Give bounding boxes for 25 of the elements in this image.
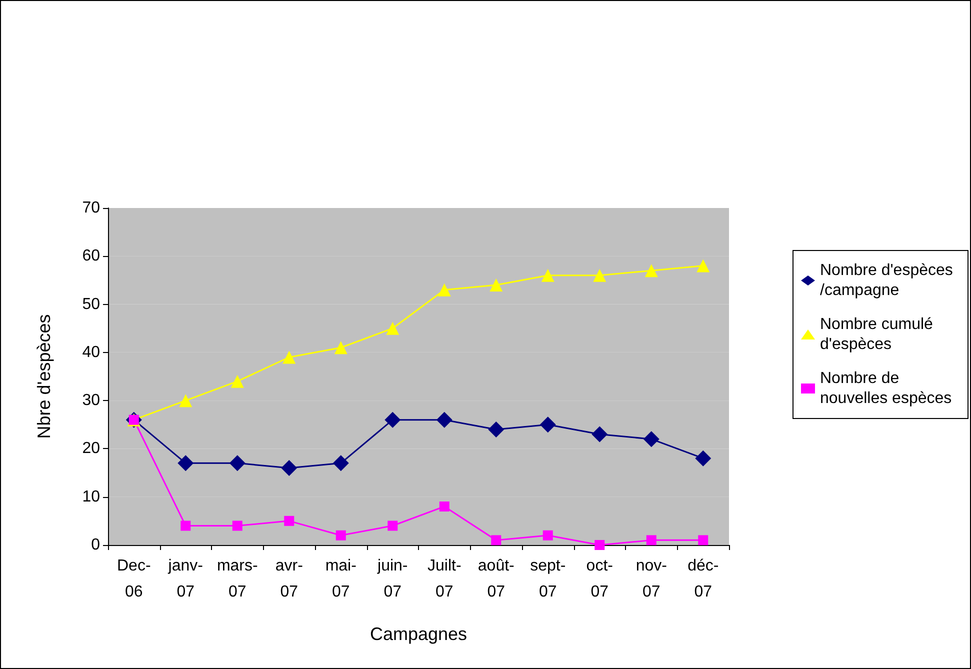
y-tick-label: 50 [82,296,100,313]
y-tick-label: 0 [91,536,100,554]
y-tick-label: 20 [82,440,100,458]
y-axis-title: Nbre d'espèces [34,314,54,439]
x-tick-label: oct-07 [586,558,613,600]
x-tick-label: mars-07 [216,558,258,600]
y-tick-label: 40 [82,344,100,361]
x-tick-label: sept-07 [530,558,566,600]
x-tick-label: juin-07 [376,558,408,600]
legend-label: Nombre cumulé d'espèces [820,316,938,353]
x-axis-title: Campagnes [370,624,468,644]
y-tick-label: 60 [82,248,100,265]
y-tick-label: 30 [82,392,100,410]
y-tick-label: 70 [82,200,100,216]
x-tick-label: mai-07 [325,558,356,600]
x-tick-label: déc-07 [688,558,719,600]
x-tick-label: Juilt-07 [427,558,462,600]
legend-label: Nombre d'espèces/campagne [820,262,953,299]
x-tick-label: nov-07 [636,558,667,600]
y-tick-label: 10 [82,488,100,506]
x-tick-label: Dec-06 [116,558,151,600]
x-tick-label: janv-07 [167,558,203,600]
legend-label: Nombre de nouvelles espèces [820,370,952,407]
x-tick-label: avr-07 [275,558,303,600]
x-tick-label: août-07 [478,558,514,600]
